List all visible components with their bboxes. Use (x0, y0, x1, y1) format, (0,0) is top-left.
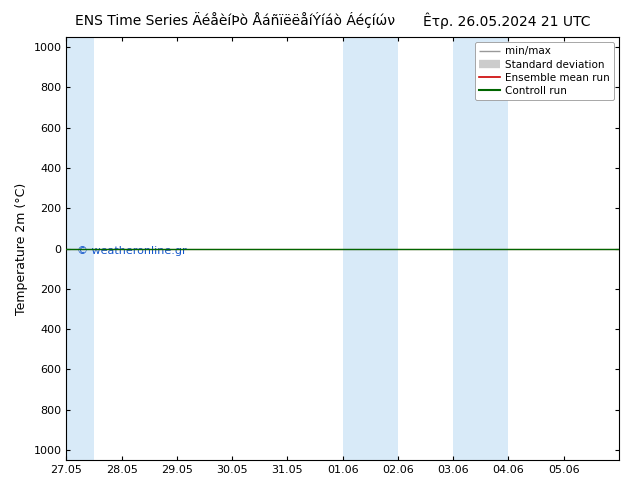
Y-axis label: Temperature 2m (°C): Temperature 2m (°C) (15, 182, 28, 315)
Text: ENS Time Series ÄéåèíÞò ÅáñïëëåíÝíáò Áéçíών: ENS Time Series ÄéåèíÞò ÅáñïëëåíÝíáò Áéç… (75, 12, 394, 28)
Bar (481, 37, 508, 460)
Bar (453, 37, 481, 460)
Text: Êτρ. 26.05.2024 21 UTC: Êτρ. 26.05.2024 21 UTC (424, 12, 591, 29)
Bar (67, 37, 94, 460)
Legend: min/max, Standard deviation, Ensemble mean run, Controll run: min/max, Standard deviation, Ensemble me… (475, 42, 614, 100)
Bar (370, 37, 398, 460)
Text: © weatheronline.gr: © weatheronline.gr (77, 246, 187, 256)
Bar (343, 37, 370, 460)
